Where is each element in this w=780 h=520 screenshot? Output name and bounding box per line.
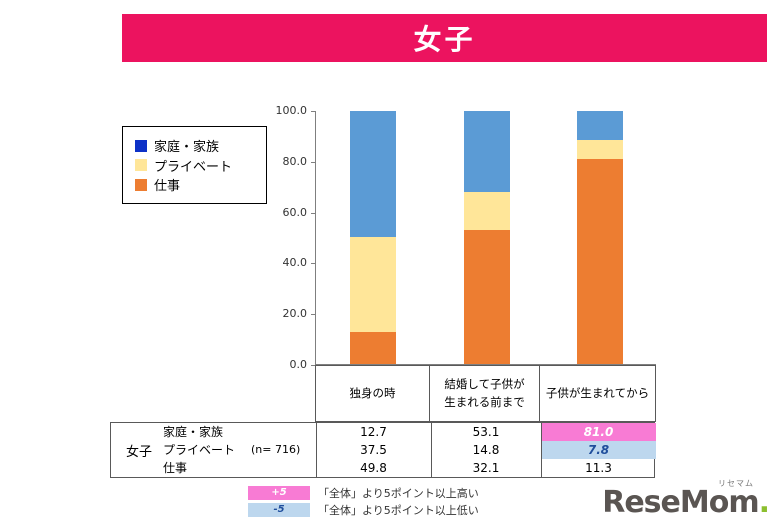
footnote-text: 「全体」より5ポイント以上高い — [318, 486, 479, 500]
title-banner: 女子 — [122, 14, 767, 62]
data-table: 女子 (n= 716) 家庭・家族 12.7 53.1 81.0 プライベート 37.5 1… — [110, 422, 656, 478]
table-row-label-work: 仕事 — [163, 461, 188, 475]
table-cell-private-1: 37.5 — [360, 443, 387, 457]
y-tick-mark — [311, 263, 315, 265]
table-cell-private-2: 14.8 — [472, 443, 500, 457]
stacked-bar-1 — [349, 111, 396, 364]
work-swatch-icon — [135, 178, 147, 191]
legend-label-work: 仕事 — [154, 179, 181, 194]
category-line: 生まれる前まで — [444, 394, 525, 409]
table-group-label: 女子 — [125, 444, 152, 460]
legend-item-private: プライベート — [135, 156, 254, 175]
bar-segment-family — [577, 159, 624, 364]
private-swatch-icon — [135, 159, 147, 171]
footnotes: +5 「全体」より5ポイント以上高い -5 「全体」より5ポイント以上低い — [248, 485, 479, 519]
category-line: 結婚して子供が — [444, 377, 525, 392]
table-row-label-private: プライベート — [163, 443, 236, 457]
logo-dot: . — [758, 485, 770, 520]
bar-segment-private — [349, 237, 396, 332]
chart-area — [315, 111, 656, 365]
y-axis: 0.0 20.0 40.0 60.0 80.0 100.0 — [260, 105, 315, 371]
stacked-bar-2 — [463, 111, 510, 364]
footnote-low: -5 「全体」より5ポイント以上低い — [248, 502, 479, 517]
stacked-bar-3 — [577, 111, 624, 364]
footnote-badge-high: +5 — [248, 485, 310, 500]
y-tick-mark — [311, 161, 315, 163]
table-cell-work-2: 32.1 — [472, 461, 500, 475]
chart-legend: 家庭・家族プライベート 仕事 — [122, 126, 267, 204]
table-cell-family-2: 53.1 — [472, 425, 500, 439]
logo-text: ReseMom — [602, 485, 759, 520]
resemom-logo: リセマム ReseMom. — [602, 478, 770, 518]
category-line: 子供が生まれてから — [545, 385, 650, 400]
family-swatch-icon — [135, 139, 147, 152]
y-tick-mark — [311, 111, 315, 112]
bar-segment-work — [349, 111, 396, 237]
table-cell-family-1: 12.7 — [360, 425, 387, 439]
y-tick-label: 80.0 — [282, 154, 308, 168]
sample-size-label: (n= 716) — [251, 443, 301, 456]
bar-segment-work — [577, 111, 624, 140]
category-line: 独身の時 — [349, 385, 396, 400]
bar-segment-family — [463, 229, 510, 364]
table-divider — [431, 423, 432, 477]
y-tick-mark — [311, 314, 315, 316]
legend-item-work: 仕事 — [135, 175, 254, 194]
bar-segment-work — [463, 111, 510, 193]
table-divider — [541, 423, 542, 477]
page-title: 女子 — [413, 23, 476, 56]
table-cell-family-3: 81.0 — [541, 423, 656, 441]
bar-segment-family — [349, 331, 396, 364]
category-header-2: 結婚して子供が 生まれる前まで — [429, 365, 540, 422]
bar-segment-private — [463, 192, 510, 230]
y-tick-mark — [311, 365, 315, 366]
y-tick-label: 100.0 — [275, 104, 308, 117]
bar-segment-private — [577, 139, 624, 160]
y-tick-label: 0.0 — [289, 358, 308, 371]
category-header-3: 子供が生まれてから — [539, 365, 656, 422]
category-header-1: 独身の時 — [315, 365, 430, 422]
y-tick-label: 60.0 — [282, 205, 308, 219]
logo-furigana: リセマム — [718, 479, 754, 488]
footnote-text: 「全体」より5ポイント以上低い — [318, 503, 479, 517]
y-tick-mark — [311, 212, 315, 214]
y-tick-label: 20.0 — [282, 307, 308, 321]
legend-item-family: 家庭・家族 — [135, 136, 254, 155]
legend-label-family: 家庭・家族 — [154, 140, 220, 155]
table-cell-private-3: 7.8 — [541, 441, 656, 459]
table-cell-work-3: 11.3 — [585, 461, 612, 475]
table-cell-work-1: 49.8 — [360, 461, 387, 475]
table-divider — [316, 423, 317, 477]
table-row-label-family: 家庭・家族 — [163, 425, 224, 439]
y-tick-label: 40.0 — [282, 256, 308, 270]
footnote-high: +5 「全体」より5ポイント以上高い — [248, 485, 479, 500]
legend-label-private: プライベート — [154, 159, 233, 175]
footnote-badge-low: -5 — [248, 502, 310, 517]
plot-area — [316, 111, 656, 364]
category-header-row: 独身の時 結婚して子供が 生まれる前まで 子供が生まれてから — [315, 365, 656, 422]
